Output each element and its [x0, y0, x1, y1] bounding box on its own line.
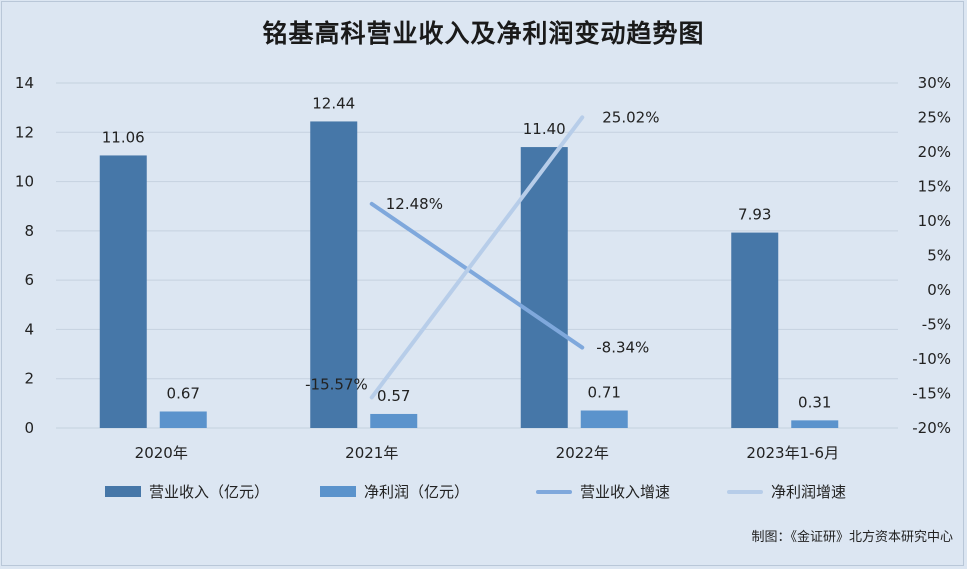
revenue-data-label: 11.40 — [523, 120, 566, 138]
chart-title: 铭基高科营业收入及净利润变动趋势图 — [262, 19, 705, 48]
profit-bar — [791, 420, 839, 428]
y-tick-label-left: 14 — [15, 74, 34, 92]
y-tick-label-right: -10% — [912, 350, 951, 368]
x-tick-label: 2023年1-6月 — [746, 444, 839, 462]
y-tick-label-right: 5% — [927, 247, 951, 265]
y-tick-label-left: 4 — [24, 320, 34, 338]
y-tick-label-right: 20% — [918, 143, 951, 161]
legend-line-revenue-growth — [536, 489, 572, 494]
profit-bar — [580, 410, 628, 428]
chart-legend: 营业收入（亿元） 净利润（亿元） 营业收入增速 净利润增速 — [0, 481, 967, 505]
profit-growth-data-label: 25.02% — [602, 108, 659, 126]
y-tick-label-right: 15% — [918, 178, 951, 196]
profit-data-label: 0.57 — [377, 387, 410, 405]
legend-swatch-revenue — [105, 486, 141, 497]
profit-data-label: 0.71 — [588, 384, 621, 402]
revenue-bar — [99, 155, 147, 428]
profit-data-label: 0.31 — [798, 393, 831, 411]
legend-label-profit: 净利润（亿元） — [364, 483, 470, 501]
y-tick-label-left: 0 — [24, 419, 34, 437]
y-tick-label-left: 8 — [24, 222, 34, 240]
y-tick-label-left: 2 — [24, 370, 34, 388]
x-tick-label: 2022年 — [556, 444, 609, 462]
legend-swatch-profit — [320, 486, 356, 497]
y-tick-label-right: -20% — [912, 419, 951, 437]
y-tick-label-right: -15% — [912, 385, 951, 403]
legend-label-profit-growth: 净利润增速 — [771, 483, 847, 501]
legend-item-profit: 净利润（亿元） — [320, 481, 469, 502]
y-tick-label-left: 10 — [15, 173, 34, 191]
profit-bar — [159, 411, 207, 428]
legend-label-revenue: 营业收入（亿元） — [149, 483, 270, 501]
legend-item-revenue-growth: 营业收入增速 — [536, 481, 670, 502]
revenue-bar — [310, 121, 358, 428]
revenue-data-label: 11.06 — [102, 128, 145, 146]
profit-growth-data-label: -15.57% — [305, 375, 368, 393]
revenue-data-label: 7.93 — [738, 206, 771, 224]
legend-line-profit-growth — [727, 489, 763, 494]
y-tick-label-right: 10% — [918, 212, 951, 230]
legend-item-profit-growth: 净利润增速 — [727, 481, 846, 502]
y-tick-label-left: 12 — [15, 123, 34, 141]
profit-bar — [370, 413, 418, 428]
y-tick-label-right: 0% — [927, 281, 951, 299]
x-tick-label: 2020年 — [135, 444, 188, 462]
profit-growth-line — [369, 115, 585, 400]
revenue-growth-line — [369, 201, 585, 350]
y-tick-label-right: -5% — [922, 316, 951, 334]
revenue-growth-data-label: -8.34% — [596, 339, 649, 357]
legend-item-revenue: 营业收入（亿元） — [105, 481, 269, 502]
profit-data-label: 0.67 — [167, 384, 200, 402]
revenue-growth-data-label: 12.48% — [386, 195, 443, 213]
y-tick-label-right: 30% — [918, 74, 951, 92]
x-tick-label: 2021年 — [345, 444, 398, 462]
revenue-bar — [520, 147, 568, 429]
legend-label-revenue-growth: 营业收入增速 — [580, 483, 671, 501]
chart-source-note: 制图：《金证研》北方资本研究中心 — [751, 530, 953, 545]
y-tick-label-left: 6 — [24, 271, 34, 289]
y-tick-label-right: 25% — [918, 109, 951, 127]
revenue-data-label: 12.44 — [312, 94, 355, 112]
revenue-bar — [731, 232, 779, 428]
